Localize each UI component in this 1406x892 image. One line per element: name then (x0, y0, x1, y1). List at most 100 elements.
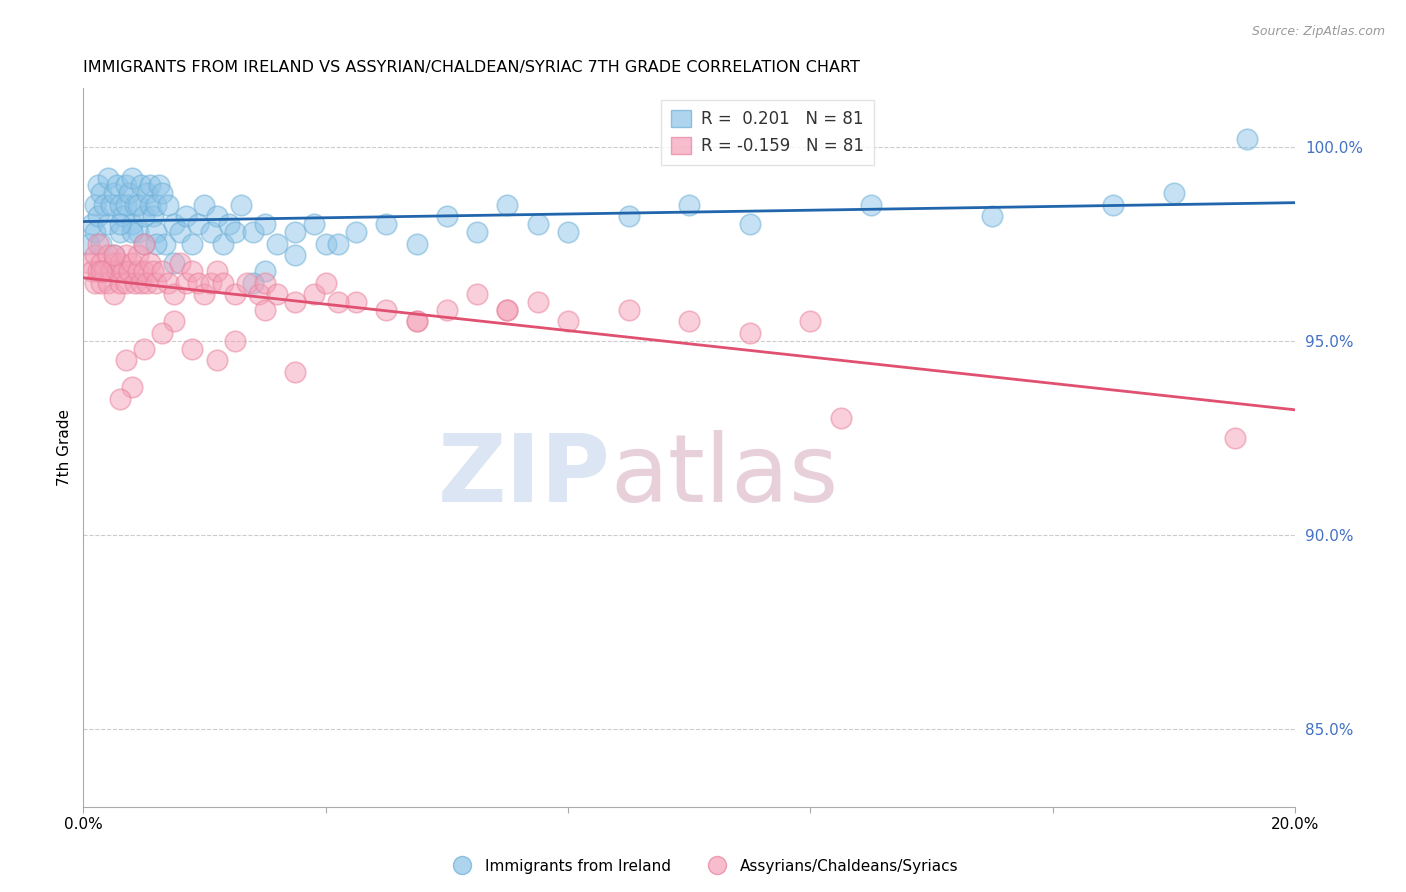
Point (254, 217, 277, 231)
Point (103, 287, 125, 301)
Point (405, 236, 427, 251)
Legend: Immigrants from Ireland, Assyrians/Chaldeans/Syriacs: Immigrants from Ireland, Assyrians/Chald… (441, 853, 965, 880)
Point (84, 248, 107, 262)
Point (108, 276, 131, 290)
Point (315, 236, 337, 251)
Point (135, 186, 157, 201)
Point (145, 236, 167, 251)
Point (96, 170, 118, 185)
Point (344, 225, 367, 239)
Point (200, 225, 222, 239)
Point (617, 302, 640, 317)
Point (375, 217, 398, 231)
Point (79, 236, 101, 251)
Point (84, 198, 107, 212)
Point (181, 236, 204, 251)
Point (82, 217, 104, 231)
Point (557, 225, 579, 239)
Point (96, 248, 118, 262)
Point (242, 225, 264, 239)
Point (111, 264, 134, 278)
Point (157, 198, 180, 212)
Point (465, 287, 488, 301)
Point (114, 248, 136, 262)
Point (163, 217, 186, 231)
Point (284, 225, 307, 239)
Point (127, 264, 149, 278)
Point (100, 264, 122, 278)
Point (1163, 186, 1185, 201)
Point (145, 276, 167, 290)
Point (118, 186, 141, 201)
Point (218, 217, 240, 231)
Point (617, 210, 640, 224)
Point (176, 210, 198, 224)
Point (242, 276, 264, 290)
Point (108, 198, 131, 212)
Point (121, 380, 143, 394)
Point (224, 287, 246, 301)
Point (150, 264, 173, 278)
Point (142, 210, 165, 224)
Point (254, 264, 277, 278)
Point (127, 248, 149, 262)
Point (114, 198, 136, 212)
Point (139, 256, 162, 270)
Point (211, 276, 233, 290)
Point (526, 217, 548, 231)
Point (344, 294, 367, 309)
Point (96, 276, 118, 290)
Point (90, 276, 112, 290)
Point (187, 276, 209, 290)
Point (82, 264, 104, 278)
Point (799, 314, 821, 328)
Point (284, 294, 307, 309)
Point (87, 210, 110, 224)
Point (103, 186, 125, 201)
Point (124, 276, 146, 290)
Point (176, 276, 198, 290)
Point (139, 198, 162, 212)
Point (496, 198, 519, 212)
Point (211, 236, 233, 251)
Point (145, 198, 167, 212)
Point (224, 334, 246, 348)
Point (129, 178, 152, 193)
Point (229, 198, 252, 212)
Point (90, 256, 112, 270)
Point (193, 198, 215, 212)
Point (127, 198, 149, 212)
Point (163, 256, 186, 270)
Point (247, 287, 270, 301)
Point (79, 256, 101, 270)
Point (181, 342, 204, 356)
Point (108, 392, 131, 406)
Point (200, 276, 222, 290)
Point (266, 287, 288, 301)
Point (266, 236, 288, 251)
Point (96, 217, 118, 231)
Point (169, 225, 191, 239)
Point (153, 236, 176, 251)
Point (678, 198, 700, 212)
Point (302, 217, 325, 231)
Point (132, 236, 155, 251)
Point (436, 210, 458, 224)
Point (205, 264, 228, 278)
Point (145, 225, 167, 239)
Point (315, 276, 337, 290)
Point (738, 326, 761, 340)
Point (326, 294, 349, 309)
Point (738, 217, 761, 231)
Point (302, 287, 325, 301)
Point (169, 256, 191, 270)
Legend: R =  0.201   N = 81, R = -0.159   N = 81: R = 0.201 N = 81, R = -0.159 N = 81 (661, 100, 875, 165)
Y-axis label: 7th Grade: 7th Grade (58, 409, 72, 486)
Point (90, 186, 112, 201)
Point (526, 294, 548, 309)
Point (181, 264, 204, 278)
Point (93, 264, 115, 278)
Point (496, 302, 519, 317)
Text: ZIP: ZIP (437, 430, 610, 523)
Point (114, 276, 136, 290)
